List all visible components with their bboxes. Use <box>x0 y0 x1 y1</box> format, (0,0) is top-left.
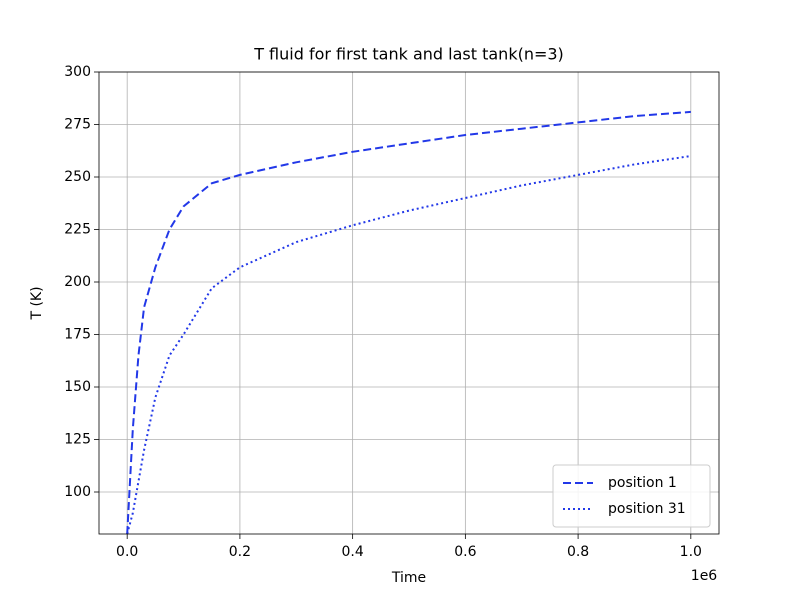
chart-title: T fluid for first tank and last tank(n=3… <box>253 45 564 64</box>
line-series <box>126 110 691 534</box>
x-tick-label: 0.2 <box>229 544 251 560</box>
x-tick-label: 0.4 <box>342 544 364 560</box>
y-tick-label: 125 <box>64 432 91 448</box>
y-axis-label: T (K) <box>29 286 45 320</box>
line-series <box>126 155 691 534</box>
y-tick-label: 150 <box>64 379 91 395</box>
y-tick-label: 300 <box>64 64 91 80</box>
x-tick-label: 0.0 <box>116 544 138 560</box>
y-tick-label: 175 <box>64 327 91 343</box>
y-tick-label: 275 <box>64 117 91 133</box>
legend-label: position 31 <box>608 501 686 517</box>
x-offset-label: 1e6 <box>691 568 718 584</box>
y-tick-label: 200 <box>64 274 91 290</box>
legend-label: position 1 <box>608 475 677 491</box>
plot-frame <box>98 71 720 535</box>
legend-box <box>552 464 711 528</box>
y-tick-label: 250 <box>64 169 91 185</box>
x-axis-label: Time <box>391 570 426 586</box>
y-tick-label: 225 <box>64 222 91 238</box>
x-tick-label: 0.8 <box>567 544 589 560</box>
x-tick-label: 0.6 <box>454 544 476 560</box>
x-tick-label: 1.0 <box>680 544 702 560</box>
y-tick-label: 100 <box>64 484 91 500</box>
